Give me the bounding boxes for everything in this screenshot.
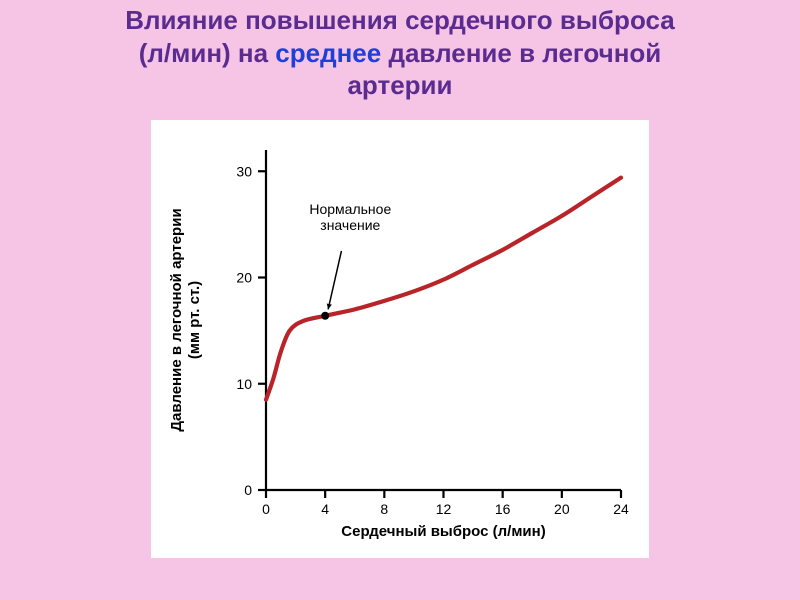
page-root: Влияние повышения сердечного выброса (л/… — [0, 0, 800, 600]
title-part-2c: давление в легочной — [381, 38, 661, 68]
svg-text:20: 20 — [554, 501, 570, 517]
title-part-2a: (л/мин) на — [139, 38, 276, 68]
title-part-3: артерии — [347, 70, 452, 100]
title-part-1: Влияние повышения сердечного выброса — [125, 5, 674, 35]
svg-text:20: 20 — [236, 270, 252, 286]
svg-text:Нормальное: Нормальное — [309, 201, 391, 217]
svg-text:0: 0 — [262, 501, 270, 517]
slide-title: Влияние повышения сердечного выброса (л/… — [0, 4, 800, 102]
svg-text:значение: значение — [320, 217, 380, 233]
title-part-2b: среднее — [275, 38, 381, 68]
svg-text:8: 8 — [380, 501, 388, 517]
svg-text:16: 16 — [495, 501, 511, 517]
svg-text:0: 0 — [244, 482, 252, 498]
svg-text:Сердечный выброс (л/мин): Сердечный выброс (л/мин) — [341, 523, 545, 540]
svg-text:30: 30 — [236, 163, 252, 179]
svg-text:(мм рт. ст.): (мм рт. ст.) — [186, 281, 203, 359]
svg-text:10: 10 — [236, 376, 252, 392]
svg-text:12: 12 — [436, 501, 452, 517]
pressure-vs-output-chart: 0 4 8 12 16 20 24 0 10 20 30 Сердечный выброс (л/ми… — [151, 120, 649, 558]
svg-text:Давление в легочной артерии: Давление в легочной артерии — [168, 208, 185, 431]
chart-panel: 0 4 8 12 16 20 24 0 10 20 30 Сердечный выброс (л/ми… — [151, 120, 649, 558]
svg-text:4: 4 — [321, 501, 329, 517]
svg-text:24: 24 — [613, 501, 629, 517]
